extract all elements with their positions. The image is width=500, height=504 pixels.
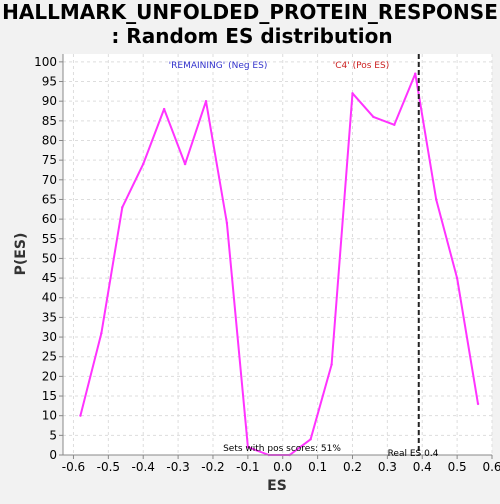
x-tick-label: -0.4 — [132, 460, 155, 474]
data-point — [351, 92, 354, 95]
y-tick-label: 75 — [42, 153, 57, 167]
pos-es-annotation: 'C4' (Pos ES) — [333, 61, 389, 71]
data-point — [79, 414, 82, 417]
x-tick-label: -0.3 — [166, 460, 189, 474]
y-tick-label: 85 — [42, 114, 57, 128]
x-tick-label: 0.0 — [273, 460, 292, 474]
data-point — [225, 221, 229, 225]
data-point — [414, 72, 417, 75]
x-tick-label: 0.5 — [448, 460, 467, 474]
data-point — [393, 123, 396, 126]
y-tick-label: 30 — [42, 330, 57, 344]
data-point — [372, 115, 375, 119]
data-point — [204, 99, 208, 103]
y-tick-label: 55 — [42, 232, 57, 246]
x-tick-label: 0.2 — [343, 460, 362, 474]
data-point — [121, 206, 124, 209]
y-tick-label: 100 — [34, 55, 57, 69]
x-tick-label: -0.1 — [236, 460, 259, 474]
y-tick-label: 70 — [42, 173, 57, 187]
data-point — [476, 402, 480, 406]
plot-area — [63, 54, 492, 455]
x-tick-label: -0.2 — [201, 460, 224, 474]
y-tick-label: 65 — [42, 192, 57, 206]
data-point — [434, 198, 438, 201]
x-tick-label: 0.1 — [308, 460, 327, 474]
chart-title-line1: HALLMARK_UNFOLDED_PROTEIN_RESPONSE — [2, 0, 498, 24]
y-tick-label: 80 — [42, 133, 57, 147]
gridlines — [63, 54, 493, 456]
data-point — [246, 445, 250, 449]
x-tick-label: -0.5 — [97, 460, 120, 474]
x-axis-ticks: -0.6 -0.5 -0.4 -0.3 -0.2 -0.1 0.0 0.1 0.2 0.3 0.4 0… — [62, 455, 500, 474]
y-tick-label: 95 — [42, 75, 57, 89]
x-tick-label: 0.4 — [413, 460, 432, 474]
data-point — [142, 162, 145, 166]
data-point — [330, 363, 333, 366]
y-tick-label: 15 — [42, 389, 57, 403]
x-tick-label: -0.6 — [62, 460, 85, 474]
chart-title-line2: : Random ES distribution — [111, 24, 392, 48]
y-tick-label: 10 — [42, 409, 57, 423]
x-tick-label: 0.3 — [378, 460, 397, 474]
sets-pos-annotation: Sets with pos scores: 51% — [223, 444, 341, 454]
data-point — [309, 438, 312, 441]
y-tick-label: 50 — [42, 251, 57, 265]
y-tick-label: 5 — [49, 428, 57, 442]
y-axis-ticks: 0 5 10 15 20 25 30 35 40 45 50 55 60 65 70 75 80 85 90 95 10… — [34, 55, 63, 462]
real-es-label: Real ES 0.4 — [388, 449, 439, 459]
data-point — [162, 107, 166, 111]
y-tick-label: 35 — [42, 310, 57, 324]
x-axis-label: ES — [267, 478, 287, 494]
y-axis-label: P(ES) — [13, 233, 29, 276]
data-point — [455, 276, 459, 280]
y-tick-label: 20 — [42, 369, 57, 383]
y-tick-label: 40 — [42, 291, 57, 305]
x-tick-label: 0.6 — [482, 460, 500, 474]
y-tick-label: 25 — [42, 350, 57, 364]
data-point — [183, 162, 187, 166]
data-point — [100, 331, 103, 335]
y-tick-label: 60 — [42, 212, 57, 226]
y-tick-label: 45 — [42, 271, 57, 285]
y-tick-label: 90 — [42, 94, 57, 108]
y-tick-label: 0 — [49, 448, 57, 462]
neg-es-annotation: 'REMAINING' (Neg ES) — [169, 61, 268, 71]
